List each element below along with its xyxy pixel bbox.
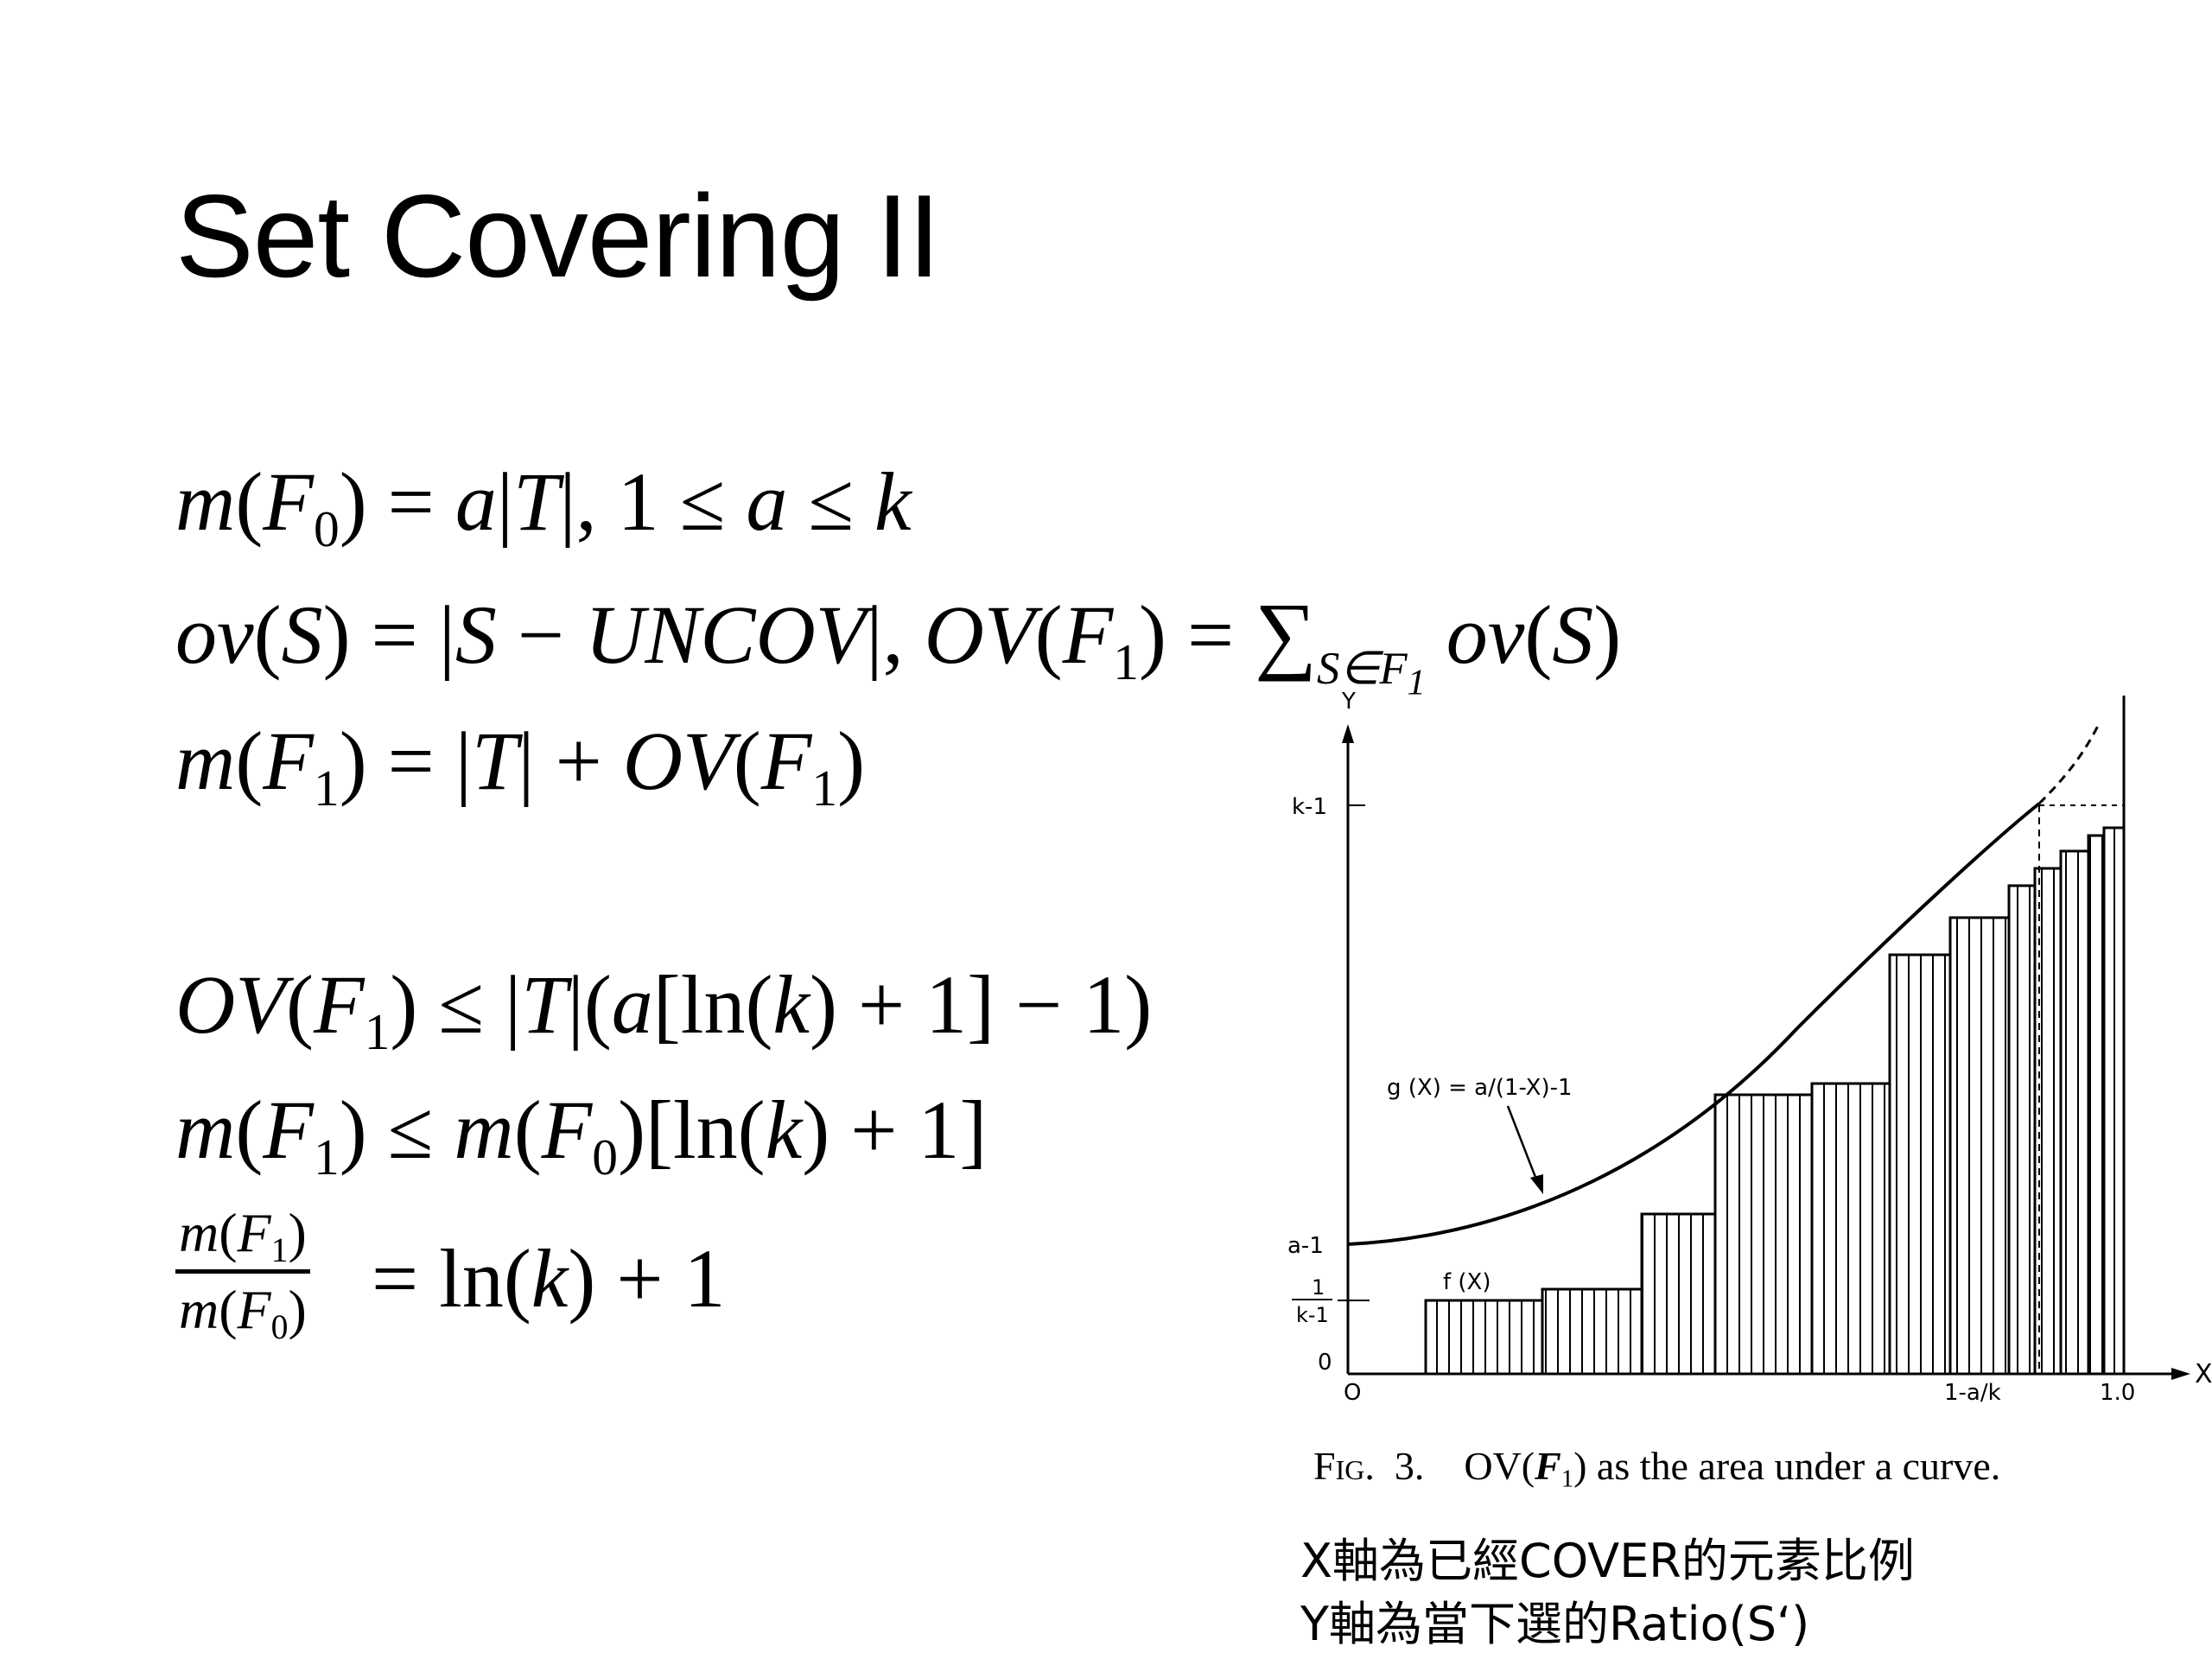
step-bar [2007, 884, 2037, 1376]
tick-label-a-minus-1: a-1 [1287, 1233, 1324, 1259]
x-axis-label: X [2195, 1359, 2212, 1389]
summation-symbol: ∑ [1255, 585, 1317, 682]
y-axis-label: Y [1341, 689, 1356, 715]
equation-line-4: OV(F1) ≤ |T|(a[ln(k) + 1] − 1) [175, 958, 1153, 1061]
step-bar [2102, 826, 2126, 1376]
step-bar [1713, 1093, 1814, 1376]
step-bar [1810, 1082, 1891, 1376]
note-y-axis: Y軸為當下選的Ratio(S‘) [1300, 1597, 1810, 1651]
tick-label-one: 1.0 [2100, 1380, 2135, 1406]
step-bar [1888, 953, 1952, 1376]
tick-label-k-minus-1: k-1 [1292, 794, 1327, 820]
x-axis-arrow [2171, 1368, 2190, 1380]
tick-label-one-minus-a-over-k: 1-a/k [1944, 1380, 2001, 1406]
step-function-bars [1424, 826, 2126, 1376]
curve-pointer-line [1506, 1105, 1540, 1185]
step-label: f (X) [1443, 1269, 1491, 1295]
ratio-fraction: m(F1) m(F0) [175, 1205, 310, 1346]
fraction-denominator: m(F0) [179, 1279, 307, 1346]
step-bar [1948, 916, 2011, 1376]
note-x-axis: X軸為已經COVER的元素比例 [1300, 1534, 1915, 1588]
fraction-numerator: m(F1) [175, 1205, 310, 1274]
curve-pointer-arrow [1530, 1174, 1543, 1194]
step-bar [1541, 1287, 1643, 1376]
step-bar [2087, 834, 2106, 1376]
g-curve [1347, 802, 2041, 1246]
step-bar [1640, 1212, 1717, 1376]
equation-line-5: m(F1) ≤ m(F0)[ln(k) + 1] [175, 1084, 988, 1186]
y-axis-arrow [1342, 724, 1354, 743]
step-bar [2059, 849, 2090, 1376]
tick-label-origin: O [1344, 1380, 1361, 1406]
figure-caption: Fig. 3. OV(F1) as the area under a curve… [1313, 1444, 2001, 1493]
slide-title: Set Covering II [175, 170, 941, 302]
tick-label-frac-num: 1 [1312, 1275, 1325, 1300]
curve-label: g (X) = a/(1-X)-1 [1387, 1075, 1573, 1101]
tick-label-zero: 0 [1318, 1350, 1332, 1376]
step-bar [1424, 1299, 1544, 1376]
tick-label-frac-den: k-1 [1296, 1303, 1329, 1327]
equation-line-3: m(F1) = |T| + OV(F1) [175, 715, 866, 817]
equation-line-2: ov(S) = |S − UNCOV|, OV(F1) = ∑S∈F1 ov(S… [175, 585, 1622, 703]
fraction-rhs: = ln(k) + 1 [372, 1232, 726, 1325]
g-curve-dashed-extension [2037, 725, 2100, 805]
equation-line-1: m(F0) = a|T|, 1 ≤ a ≤ k [175, 455, 912, 558]
area-under-curve-figure: Y X k-1 a-1 1 k-1 0 O 1-a/k 1.0 g (X) = … [1262, 674, 2212, 1478]
